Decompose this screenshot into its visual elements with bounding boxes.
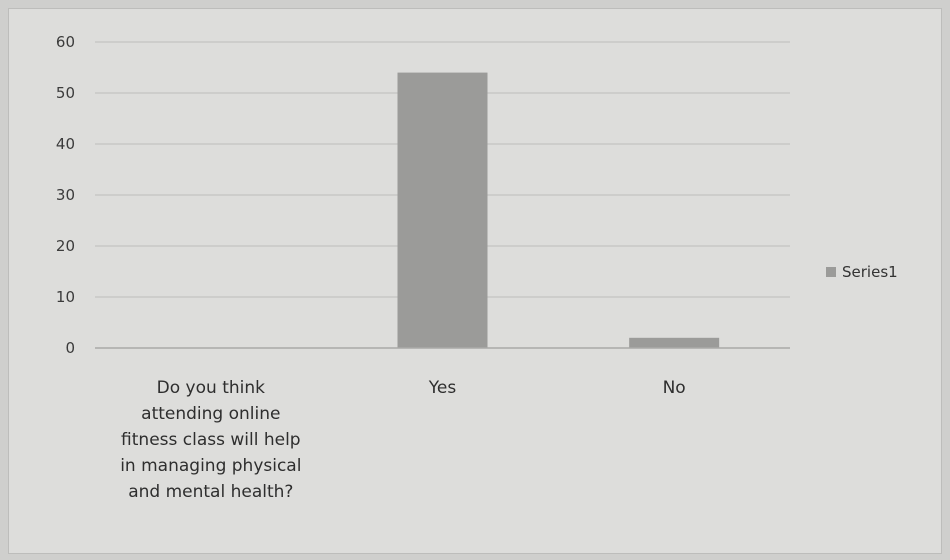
y-tick-label: 40 xyxy=(56,135,75,153)
y-tick-label: 10 xyxy=(56,288,75,306)
legend-label: Series1 xyxy=(842,263,898,281)
y-tick-label: 20 xyxy=(56,237,75,255)
y-tick-label: 0 xyxy=(65,339,75,357)
legend: Series1 xyxy=(826,263,898,281)
x-axis-categories: Do you think attending online fitness clas… xyxy=(120,378,686,502)
bar-yes xyxy=(397,72,488,348)
legend-swatch xyxy=(826,267,836,277)
y-tick-label: 60 xyxy=(56,33,75,51)
x-category-label: No xyxy=(663,378,686,398)
x-category-label: Do you think attending online fitness clas… xyxy=(120,378,301,502)
y-axis-ticks: 0 10 20 30 40 50 60 xyxy=(56,33,75,357)
y-tick-label: 30 xyxy=(56,186,75,204)
bar-no xyxy=(629,337,720,348)
bars xyxy=(397,72,720,348)
x-category-label: Yes xyxy=(428,378,457,398)
y-tick-label: 50 xyxy=(56,84,75,102)
